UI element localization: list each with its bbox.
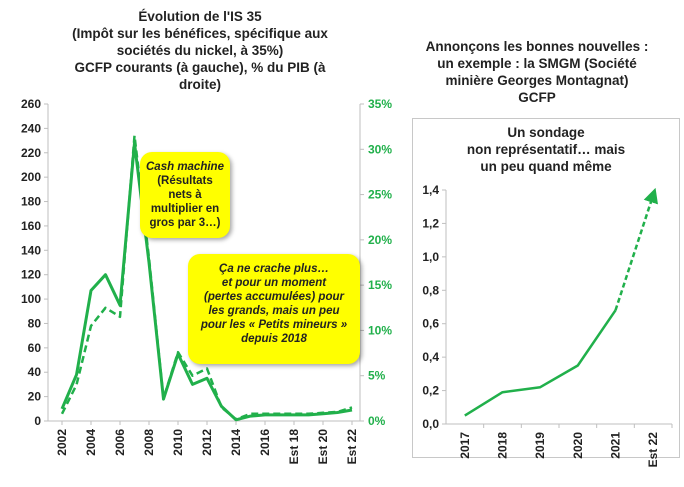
callout-line: pour les « Petits mineurs » [200, 319, 348, 331]
right-chart-xtick-label: 2018 [496, 432, 510, 459]
cash-machine-callout: Cash machine (Résultats nets à multiplie… [140, 152, 230, 238]
left-ytick-label: 60 [28, 341, 42, 355]
callout-heading: Cash machine [146, 161, 224, 173]
right-ytick-label: 5% [368, 369, 386, 383]
right-chart-ytick-label: 0,4 [422, 350, 439, 364]
gcfp-series-line [60, 141, 353, 422]
left-xtick-label: Est 22 [345, 429, 359, 465]
left-ytick-label: 220 [21, 146, 41, 160]
left-ytick-label: 100 [21, 292, 41, 306]
left-title-line: Évolution de l'IS 35 [138, 9, 262, 24]
left-xtick-label: 2010 [171, 429, 185, 456]
right-title-line: Annonçons les bonnes nouvelles : [425, 39, 649, 54]
smgm-series-line [464, 309, 617, 417]
callout-line: Ça ne crache plus… [219, 263, 329, 275]
left-chart-title: Évolution de l'IS 35 (Impôt sur les béné… [60, 8, 340, 93]
left-xtick-label: 2012 [200, 429, 214, 456]
right-subtitle-line: un peu quand même [480, 159, 612, 174]
right-subtitle-line: Un sondage [507, 125, 585, 140]
right-ytick-label: 25% [368, 188, 392, 202]
left-ytick-label: 80 [28, 316, 42, 330]
left-ytick-label: 200 [21, 170, 41, 184]
right-ytick-label: 0% [368, 414, 386, 428]
left-ytick-label: 120 [21, 268, 41, 282]
no-more-cash-callout: Ça ne crache plus… et pour un moment (pe… [188, 254, 360, 364]
right-chart-ytick-label: 1,2 [422, 216, 439, 230]
callout-line: (pertes accumulées) pour [204, 291, 344, 303]
callout-text: (Résultats nets à multiplier en gros par… [149, 175, 221, 229]
left-title-line: sociétés du nickel, à 35%) [116, 43, 284, 58]
right-chart-xtick-label: 2019 [533, 432, 547, 459]
gdp-share-series-line [60, 134, 353, 421]
callout-line: les grands, mais un peu [208, 305, 340, 317]
left-xtick-label: 2002 [55, 429, 69, 456]
left-xtick-label: Est 20 [316, 429, 330, 465]
left-xtick-label: 2016 [258, 429, 272, 456]
right-chart-subtitle: Un sondage non représentatif… mais un pe… [412, 124, 680, 175]
right-chart-ytick-label: 0,8 [422, 283, 439, 297]
right-chart-ytick-label: 1,4 [422, 183, 439, 197]
right-ytick-label: 10% [368, 323, 392, 337]
right-ytick-label: 20% [368, 233, 392, 247]
callout-line: depuis 2018 [241, 333, 307, 345]
left-ytick-label: 160 [21, 219, 41, 233]
left-xtick-label: 2004 [84, 429, 98, 456]
left-xtick-label: Est 18 [287, 429, 301, 465]
left-title-line: GCFP courants (à gauche), % du PIB (à [74, 60, 326, 75]
left-ytick-label: 140 [21, 243, 41, 257]
left-ytick-label: 180 [21, 195, 41, 209]
right-chart-title: Annonçons les bonnes nouvelles : un exem… [402, 38, 672, 106]
right-ytick-label: 35% [368, 97, 392, 111]
right-ytick-label: 30% [368, 142, 392, 156]
smgm-forecast-line [614, 187, 658, 311]
right-chart-ytick-label: 1,0 [422, 250, 439, 264]
right-chart-xtick-label: 2017 [458, 432, 472, 459]
right-ytick-label: 15% [368, 278, 392, 292]
left-xtick-label: 2008 [142, 429, 156, 456]
right-chart-frame [412, 118, 680, 458]
left-xtick-label: 2014 [229, 429, 243, 456]
left-title-line: (Impôt sur les bénéfices, spécifique aux [72, 26, 328, 41]
right-title-line: GCFP [518, 90, 556, 105]
right-chart-ytick-label: 0,6 [422, 317, 439, 331]
right-chart-ytick-label: 0,2 [422, 384, 439, 398]
right-subtitle-line: non représentatif… mais [466, 142, 626, 157]
left-ytick-label: 240 [21, 121, 41, 135]
callout-line: et pour un moment [221, 277, 327, 289]
left-ytick-label: 40 [28, 365, 42, 379]
right-title-line: minière Georges Montagnat) [445, 73, 629, 88]
left-ytick-label: 260 [21, 97, 41, 111]
right-title-line: un exemple : la SMGM (Société [437, 56, 637, 71]
left-ytick-label: 0 [34, 414, 41, 428]
right-chart-ytick-label: 0,0 [422, 417, 439, 431]
right-chart-xtick-label: 2020 [571, 432, 585, 459]
right-chart-xtick-label: 2021 [609, 432, 623, 459]
left-xtick-label: 2006 [113, 429, 127, 456]
right-chart-xtick-label: Est 22 [646, 432, 660, 468]
left-title-line: droite) [179, 77, 221, 92]
left-ytick-label: 20 [28, 390, 42, 404]
